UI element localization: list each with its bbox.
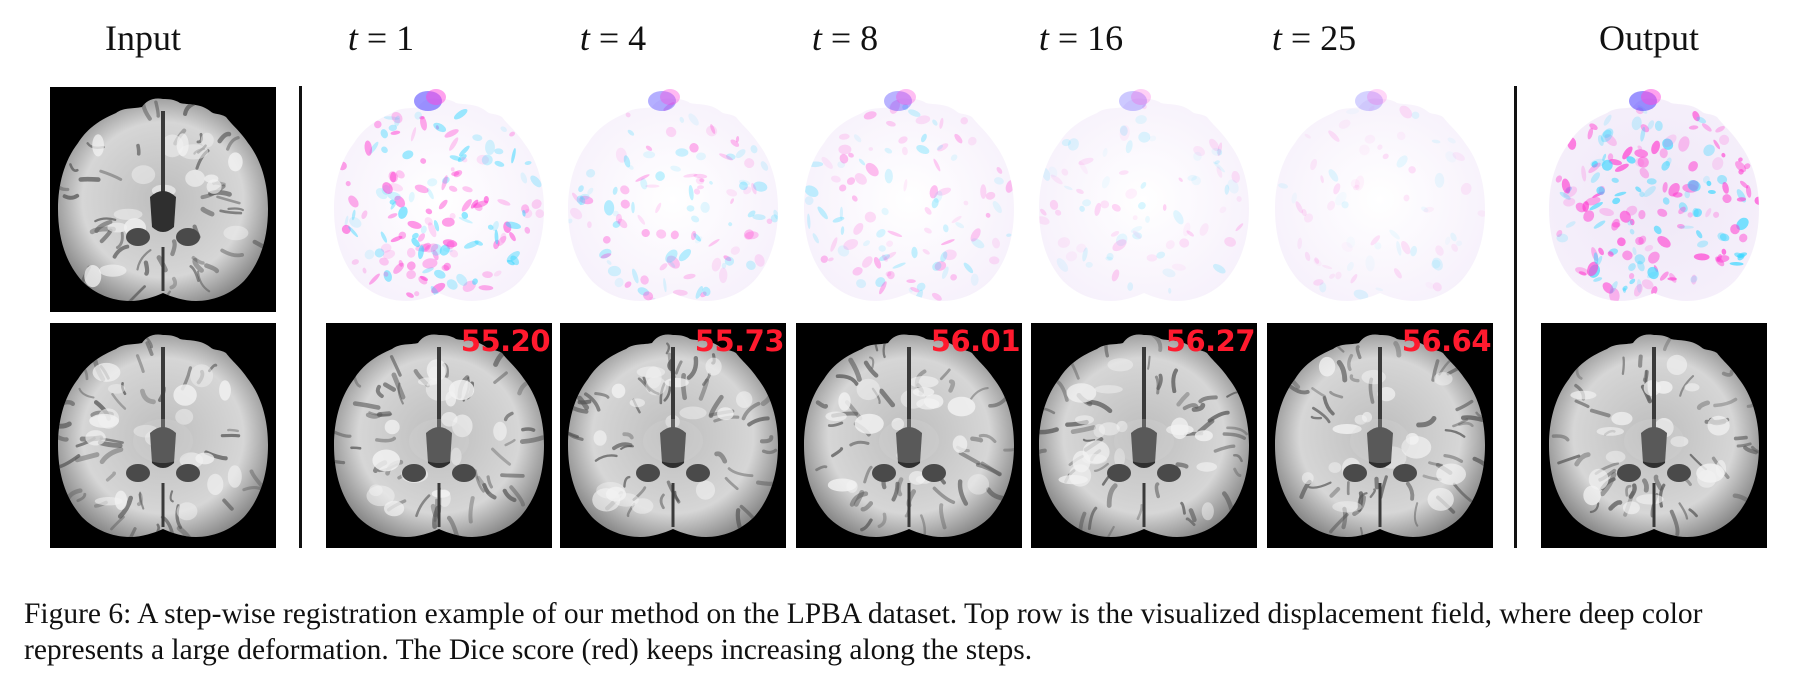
displacement-field-image	[1031, 87, 1257, 312]
header-step-1: t = 1	[347, 18, 415, 58]
dice-score: 56.64	[1401, 324, 1492, 358]
warped-image-step-1: 55.20	[326, 323, 552, 548]
displacement-field-image	[1541, 87, 1767, 312]
divider-right	[1514, 86, 1517, 548]
header-input: Input	[105, 18, 181, 58]
dice-score: 56.27	[1165, 324, 1256, 358]
brain-slice-image	[326, 323, 552, 548]
brain-slice-image	[796, 323, 1022, 548]
displacement-field-image	[1267, 87, 1493, 312]
warped-image-step-8: 56.01	[796, 323, 1022, 548]
warped-image-step-4: 55.73	[560, 323, 786, 548]
displacement-field-step-16	[1031, 87, 1257, 312]
dice-score: 56.01	[930, 324, 1021, 358]
header-output: Output	[1598, 18, 1699, 58]
brain-slice-image	[50, 87, 276, 312]
warped-image-step-25: 56.64	[1267, 323, 1493, 548]
brain-slice-image	[1541, 323, 1767, 548]
displacement-field-image	[796, 87, 1022, 312]
brain-slice-image	[50, 323, 276, 548]
header-step-4: t = 4	[579, 18, 647, 58]
header-step-8: t = 8	[811, 18, 879, 58]
output-warped-image	[1541, 323, 1767, 548]
displacement-field-image	[560, 87, 786, 312]
brain-slice-image	[1267, 323, 1493, 548]
dice-score: 55.20	[460, 324, 551, 358]
dice-score: 55.73	[694, 324, 785, 358]
output-displacement-field	[1541, 87, 1767, 312]
figure-caption: Figure 6: A step-wise registration examp…	[24, 598, 1703, 666]
input-moving-image	[50, 87, 276, 312]
displacement-field-step-1	[326, 87, 552, 312]
header-step-25: t = 25	[1271, 18, 1357, 58]
divider-left	[299, 86, 302, 548]
displacement-field-step-4	[560, 87, 786, 312]
warped-image-step-16: 56.27	[1031, 323, 1257, 548]
brain-slice-image	[1031, 323, 1257, 548]
header-step-16: t = 16	[1038, 18, 1124, 58]
displacement-field-step-25	[1267, 87, 1493, 312]
brain-slice-image	[560, 323, 786, 548]
input-fixed-image	[50, 323, 276, 548]
displacement-field-image	[326, 87, 552, 312]
displacement-field-step-8	[796, 87, 1022, 312]
